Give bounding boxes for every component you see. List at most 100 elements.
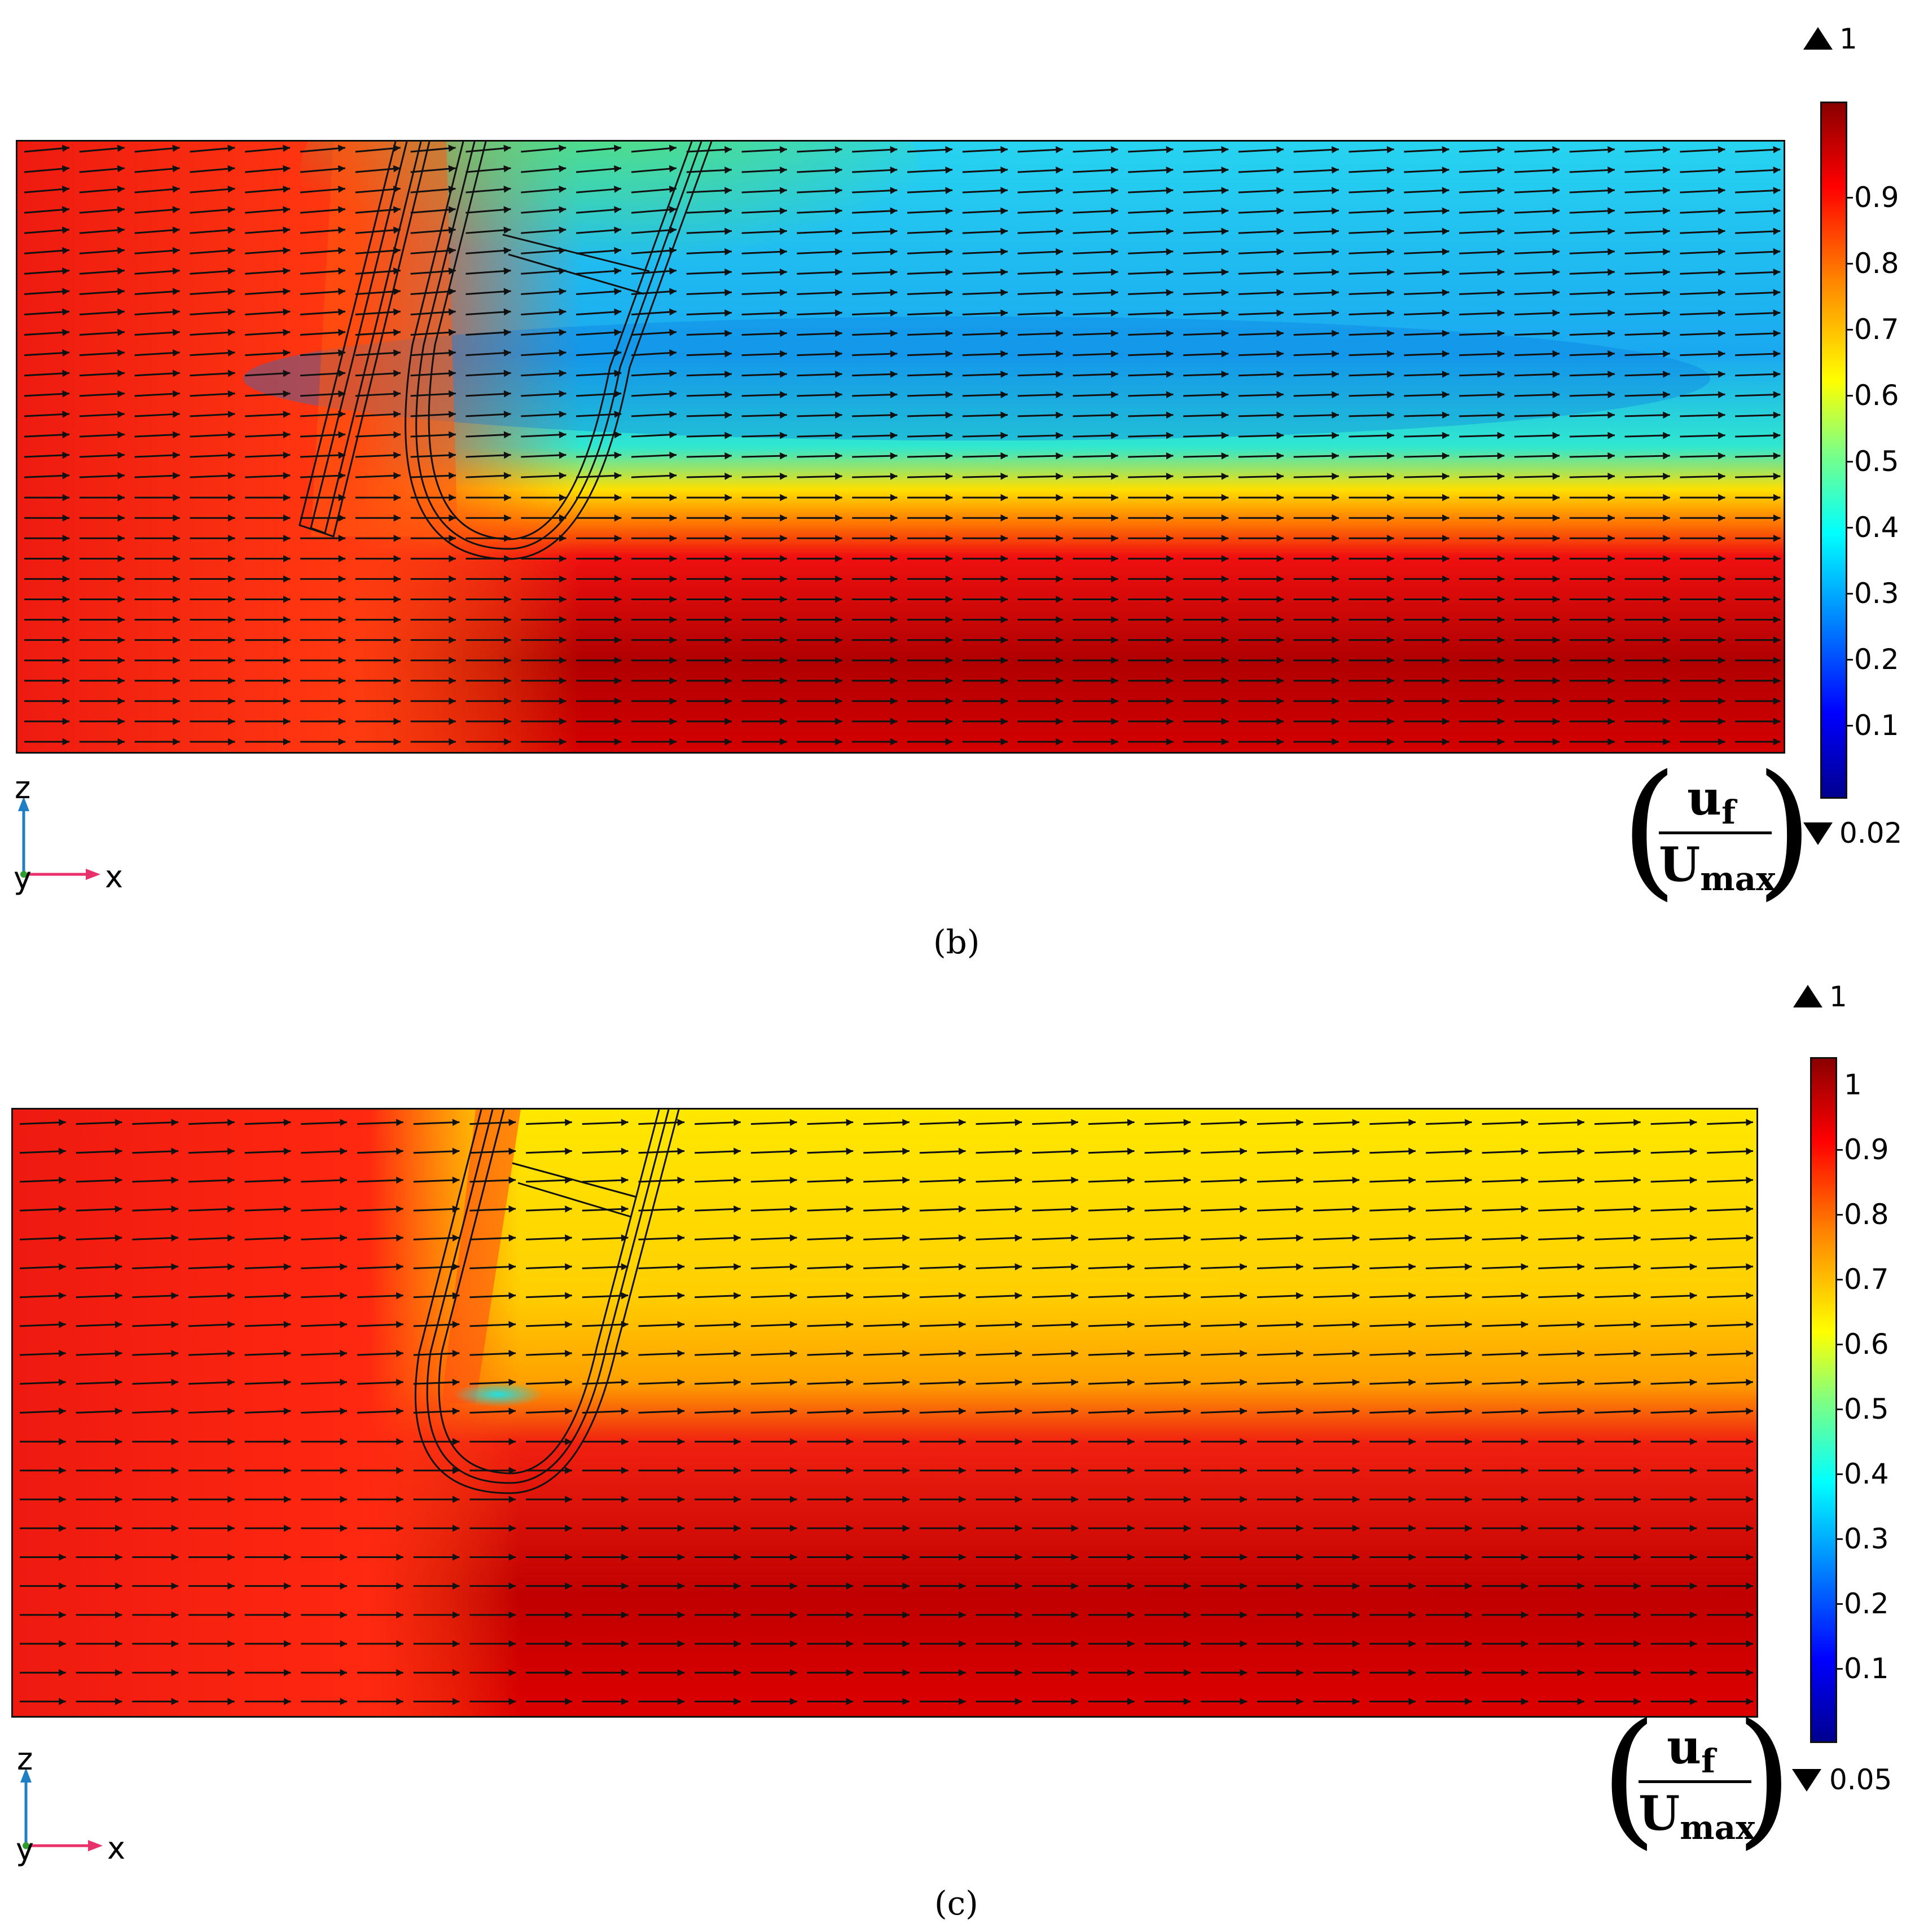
velocity-arrowhead: [1386, 166, 1394, 174]
velocity-arrowhead: [1295, 1119, 1303, 1126]
velocity-arrowhead: [945, 411, 953, 419]
velocity-arrow: [413, 1150, 460, 1154]
velocity-arrowhead: [1296, 1467, 1303, 1475]
velocity-arrowhead: [1071, 1321, 1078, 1328]
velocity-arrow: [1404, 475, 1450, 478]
velocity-arrowhead: [115, 1321, 122, 1328]
velocity-arrow: [576, 187, 622, 193]
velocity-arrow: [134, 351, 180, 357]
velocity-arrowhead: [1071, 1292, 1078, 1300]
velocity-arrowhead: [1352, 1553, 1360, 1561]
velocity-arrowhead: [393, 267, 401, 275]
velocity-arrow: [741, 475, 787, 478]
velocity-arrow: [1514, 332, 1560, 336]
velocity-arrowhead: [614, 369, 622, 377]
velocity-arrowhead: [734, 1495, 741, 1503]
velocity-arrowhead: [393, 451, 401, 459]
velocity-arrowhead: [62, 329, 70, 336]
velocity-arrow: [410, 187, 456, 193]
velocity-arrow: [24, 351, 70, 357]
velocity-arrowhead: [846, 1292, 854, 1300]
velocity-arrowhead: [452, 1119, 460, 1126]
velocity-arrowhead: [59, 1495, 66, 1503]
velocity-arrowhead: [338, 288, 346, 296]
velocity-arrowhead: [1332, 452, 1339, 460]
velocity-arrowhead: [1773, 227, 1781, 235]
velocity-arrowhead: [945, 329, 953, 337]
velocity-arrow: [1201, 1179, 1247, 1183]
velocity-arrowhead: [1332, 677, 1339, 685]
velocity-arrowhead: [1386, 146, 1394, 153]
velocity-arrowhead: [669, 718, 677, 725]
velocity-arrowhead: [1442, 411, 1450, 419]
velocity-arrowhead: [1577, 1176, 1584, 1184]
velocity-arrow: [576, 351, 622, 357]
velocity-arrowhead: [1183, 1582, 1191, 1590]
velocity-arrow: [907, 148, 953, 153]
velocity-arrowhead: [779, 227, 787, 235]
velocity-arrow: [300, 208, 346, 214]
velocity-arrowhead: [1386, 269, 1394, 276]
velocity-arrow: [807, 1352, 854, 1356]
velocity-arrowhead: [902, 1292, 910, 1300]
velocity-arrowhead: [393, 349, 401, 357]
velocity-arrow: [1735, 209, 1781, 214]
velocity-arrowhead: [1296, 1698, 1303, 1705]
velocity-arrowhead: [115, 1524, 122, 1532]
velocity-arrow: [1017, 353, 1063, 357]
velocity-arrow: [852, 413, 898, 417]
velocity-arrowhead: [846, 1438, 854, 1446]
velocity-arrow: [301, 1294, 348, 1299]
velocity-arrowhead: [1718, 269, 1725, 276]
velocity-arrow: [410, 270, 456, 275]
colorbar-tick-label: 0.5: [1844, 1393, 1889, 1425]
velocity-arrowhead: [614, 494, 622, 501]
velocity-arrow: [1128, 393, 1174, 397]
velocity-arrowhead: [1746, 1611, 1754, 1619]
velocity-arrowhead: [614, 451, 622, 459]
velocity-arrow: [1680, 455, 1725, 458]
velocity-arrow: [521, 310, 566, 316]
velocity-arrowhead: [559, 390, 566, 398]
velocity-arrowhead: [1497, 677, 1505, 685]
velocity-arrowhead: [338, 349, 346, 357]
velocity-arrowhead: [945, 269, 953, 276]
colorbar-tick: [1847, 725, 1853, 727]
velocity-arrow: [76, 1208, 122, 1212]
velocity-arrowhead: [890, 697, 898, 705]
velocity-arrow: [410, 310, 456, 316]
velocity-arrowhead: [789, 1321, 797, 1328]
velocity-arrowhead: [1000, 534, 1008, 542]
velocity-arrow: [190, 454, 235, 458]
velocity-arrowhead: [58, 1176, 66, 1184]
velocity-arrow: [526, 1236, 572, 1240]
velocity-arrowhead: [1746, 1119, 1753, 1126]
velocity-arrowhead: [1240, 1379, 1247, 1386]
velocity-arrowhead: [902, 1553, 910, 1561]
velocity-arrow: [695, 1208, 741, 1212]
velocity-arrowhead: [117, 494, 125, 501]
velocity-arrow: [907, 291, 953, 295]
velocity-arrowhead: [283, 1263, 291, 1271]
velocity-arrowhead: [228, 534, 235, 542]
velocity-arrowhead: [1773, 146, 1781, 153]
velocity-arrowhead: [846, 1147, 854, 1155]
velocity-arrow: [1404, 271, 1450, 275]
velocity-arrowhead: [172, 206, 180, 214]
velocity-arrowhead: [340, 1321, 348, 1328]
unit-numerator-c: uf: [1667, 1719, 1716, 1781]
velocity-arrow: [797, 373, 842, 377]
velocity-arrowhead: [958, 1234, 966, 1242]
velocity-arrow: [1017, 189, 1063, 193]
velocity-arrow: [1482, 1265, 1529, 1270]
velocity-arrowhead: [1056, 248, 1063, 256]
velocity-arrow: [1073, 209, 1118, 214]
velocity-arrowhead: [559, 411, 566, 418]
velocity-arrowhead: [449, 431, 456, 439]
velocity-arrowhead: [115, 1698, 122, 1705]
velocity-arrowhead: [890, 371, 898, 378]
velocity-arrowhead: [1071, 1698, 1078, 1705]
velocity-arrowhead: [1465, 1669, 1472, 1676]
velocity-arrowhead: [1718, 616, 1725, 623]
velocity-arrow: [526, 1323, 572, 1327]
